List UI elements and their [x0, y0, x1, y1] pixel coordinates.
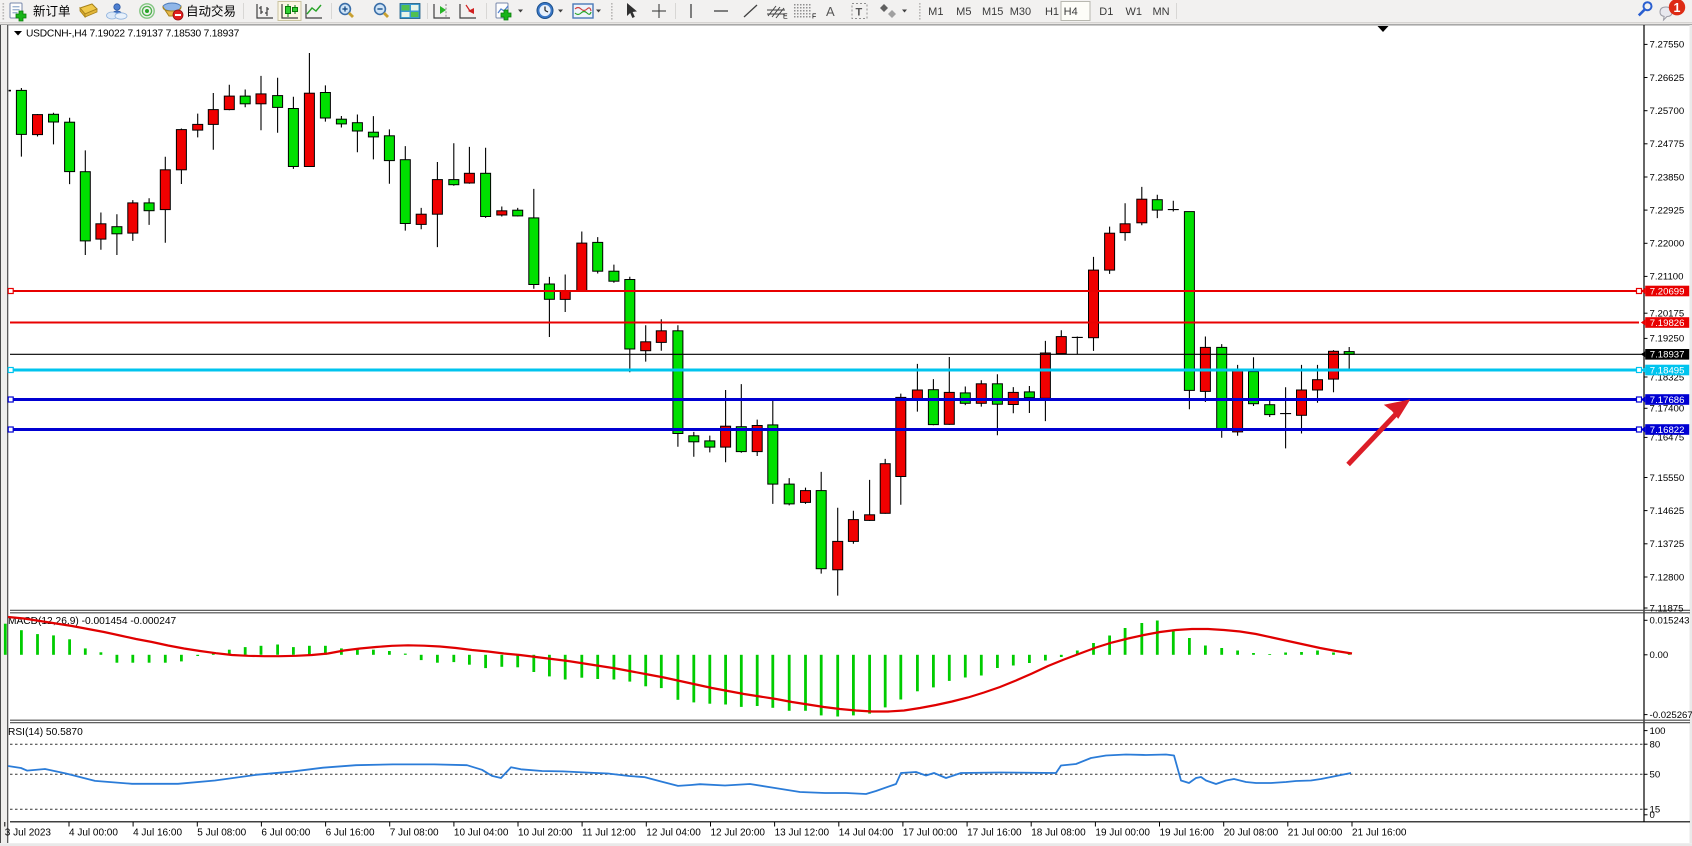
svg-text:19 Jul 16:00: 19 Jul 16:00 [1160, 828, 1215, 839]
svg-text:7.14625: 7.14625 [1650, 506, 1685, 517]
svg-text:7.17686: 7.17686 [1650, 395, 1685, 406]
svg-text:4 Jul 16:00: 4 Jul 16:00 [133, 828, 182, 839]
svg-text:1: 1 [1674, 1, 1681, 15]
svg-text:7.15550: 7.15550 [1650, 473, 1685, 484]
svg-text:17 Jul 16:00: 17 Jul 16:00 [967, 828, 1022, 839]
svg-text:H4: H4 [1064, 6, 1078, 18]
svg-text:80: 80 [1650, 740, 1661, 751]
svg-text:0: 0 [1650, 810, 1655, 821]
svg-text:7.12800: 7.12800 [1650, 572, 1685, 583]
svg-text:7.20699: 7.20699 [1650, 286, 1685, 297]
svg-text:12 Jul 20:00: 12 Jul 20:00 [711, 828, 766, 839]
svg-text:5 Jul 08:00: 5 Jul 08:00 [197, 828, 246, 839]
svg-text:13 Jul 12:00: 13 Jul 12:00 [775, 828, 830, 839]
svg-text:7.24775: 7.24775 [1650, 139, 1685, 150]
svg-text:MN: MN [1152, 6, 1169, 18]
svg-text:50: 50 [1650, 770, 1661, 781]
svg-text:17 Jul 00:00: 17 Jul 00:00 [903, 828, 958, 839]
svg-text:7.18495: 7.18495 [1650, 365, 1685, 376]
svg-text:7.17400: 7.17400 [1650, 404, 1685, 415]
svg-text:A: A [826, 4, 835, 19]
svg-text:6 Jul 16:00: 6 Jul 16:00 [326, 828, 375, 839]
svg-text:-0.025267: -0.025267 [1650, 710, 1692, 721]
svg-text:7.11875: 7.11875 [1650, 603, 1684, 614]
svg-text:7.22925: 7.22925 [1650, 205, 1685, 216]
svg-text:20 Jul 08:00: 20 Jul 08:00 [1224, 828, 1279, 839]
svg-text:7.25700: 7.25700 [1650, 106, 1685, 117]
svg-text:7 Jul 08:00: 7 Jul 08:00 [390, 828, 439, 839]
svg-text:自动交易: 自动交易 [186, 4, 236, 19]
svg-text:10 Jul 20:00: 10 Jul 20:00 [518, 828, 573, 839]
svg-text:7.13725: 7.13725 [1650, 539, 1685, 550]
svg-text:19 Jul 00:00: 19 Jul 00:00 [1095, 828, 1150, 839]
svg-text:T: T [856, 7, 863, 19]
svg-text:新订单: 新订单 [33, 4, 71, 19]
svg-text:7.26625: 7.26625 [1650, 73, 1685, 84]
svg-text:7.19826: 7.19826 [1650, 318, 1685, 329]
svg-text:7.16475: 7.16475 [1650, 433, 1685, 444]
svg-text:7.18937: 7.18937 [1650, 350, 1685, 361]
svg-text:6 Jul 00:00: 6 Jul 00:00 [261, 828, 310, 839]
svg-text:3 Jul 2023: 3 Jul 2023 [5, 828, 52, 839]
svg-text:D1: D1 [1099, 6, 1113, 18]
svg-text:0.015243: 0.015243 [1650, 616, 1690, 627]
svg-text:7.27550: 7.27550 [1650, 40, 1685, 51]
svg-text:7.16822: 7.16822 [1650, 425, 1685, 436]
svg-text:M5: M5 [956, 6, 971, 18]
svg-text:M1: M1 [928, 6, 943, 18]
svg-text:100: 100 [1650, 726, 1666, 737]
svg-text:11 Jul 12:00: 11 Jul 12:00 [582, 828, 636, 839]
svg-text:7.22000: 7.22000 [1650, 239, 1685, 250]
svg-text:7.19250: 7.19250 [1650, 334, 1685, 345]
svg-text:14 Jul 04:00: 14 Jul 04:00 [839, 828, 894, 839]
svg-text:W1: W1 [1125, 6, 1142, 18]
svg-text:7.18325: 7.18325 [1650, 372, 1685, 383]
svg-text:12 Jul 04:00: 12 Jul 04:00 [646, 828, 701, 839]
svg-text:7.20175: 7.20175 [1650, 309, 1685, 320]
svg-text:7.21100: 7.21100 [1650, 272, 1684, 283]
svg-text:15: 15 [1650, 805, 1661, 816]
svg-text:E: E [783, 14, 788, 21]
svg-text:M15: M15 [982, 6, 1003, 18]
svg-text:21 Jul 16:00: 21 Jul 16:00 [1352, 828, 1407, 839]
svg-text:0.00: 0.00 [1650, 650, 1669, 661]
svg-text:M30: M30 [1010, 6, 1031, 18]
svg-text:USDCNH-,H4 7.19022 7.19137 7.: USDCNH-,H4 7.19022 7.19137 7.18530 7.189… [26, 28, 240, 39]
svg-text:21 Jul 00:00: 21 Jul 00:00 [1288, 828, 1343, 839]
svg-text:4 Jul 00:00: 4 Jul 00:00 [69, 828, 118, 839]
svg-text:F: F [812, 14, 816, 21]
svg-text:RSI(14) 50.5870: RSI(14) 50.5870 [8, 727, 83, 738]
svg-text:10 Jul 04:00: 10 Jul 04:00 [454, 828, 509, 839]
svg-text:MACD(12,26,9) -0.001454 -0.000: MACD(12,26,9) -0.001454 -0.000247 [8, 616, 177, 627]
svg-text:18 Jul 08:00: 18 Jul 08:00 [1031, 828, 1086, 839]
svg-text:7.23850: 7.23850 [1650, 172, 1685, 183]
svg-text:H1: H1 [1045, 6, 1059, 18]
